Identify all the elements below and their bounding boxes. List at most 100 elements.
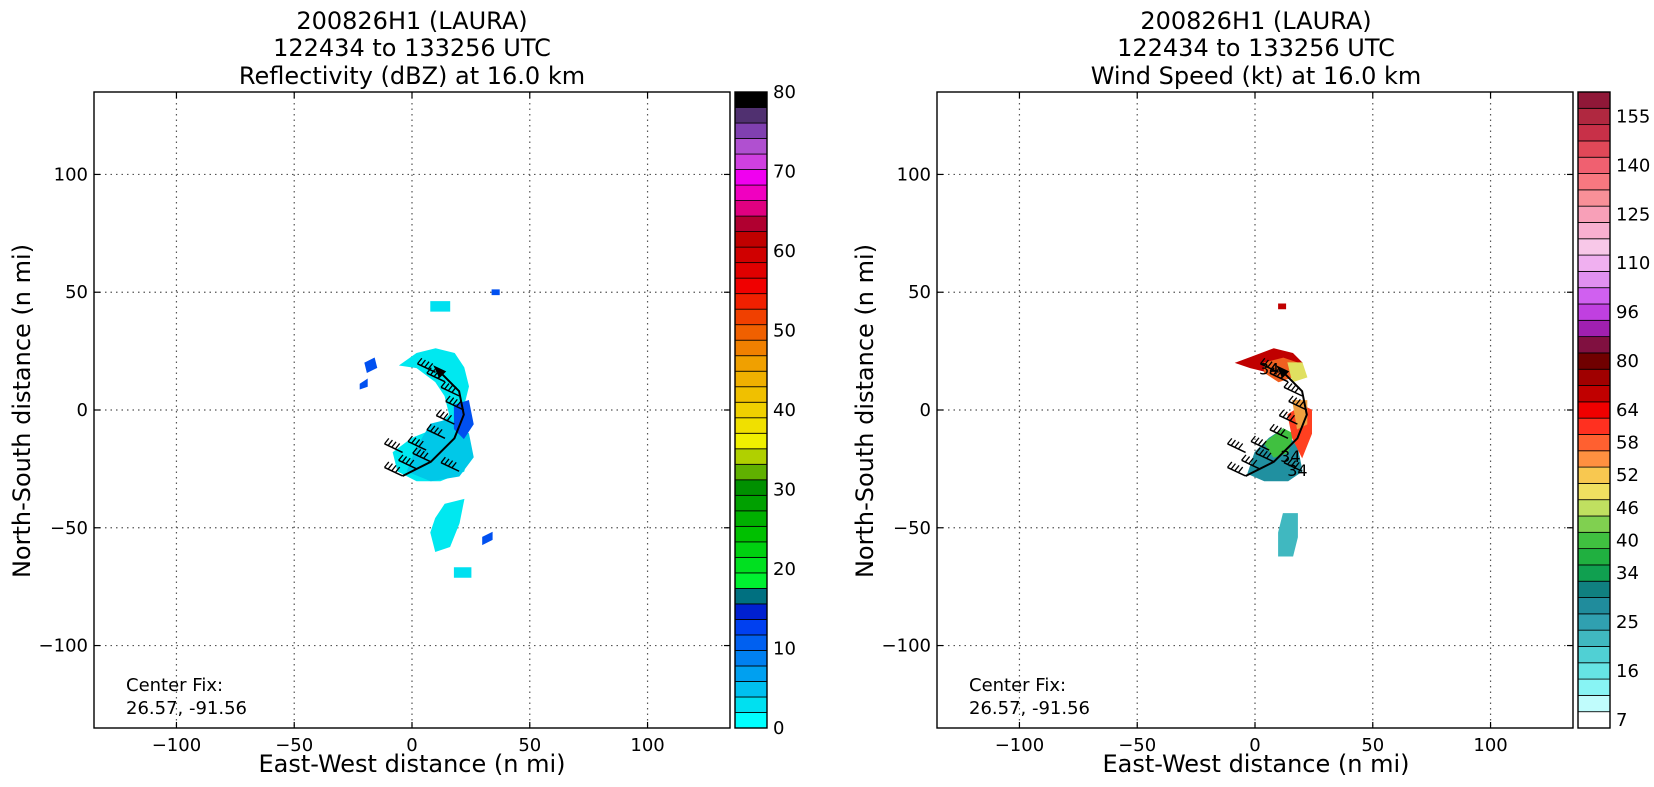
- panel1-colorbar-tick-label-0: 0: [773, 718, 784, 739]
- panel1-wind-barb-shaft-1: [398, 459, 418, 470]
- panel2-title-line2: 122434 to 133256 UTC: [1117, 34, 1395, 62]
- panel2-colorbar-bin-31: [1577, 205, 1611, 223]
- panel2-colorbar-bin-30: [1577, 222, 1611, 240]
- panel2-wind-barb-flag-7-1: [1291, 397, 1298, 404]
- panel2-y-tick-label-0: −100: [882, 636, 931, 657]
- panel2-wind-barb-flag-6-3: [1289, 414, 1296, 422]
- panel2-wind-barb-flag-5-0: [1269, 423, 1275, 431]
- panel1-wind-barb-flag-0-1: [387, 463, 393, 470]
- panel2-echo-region-8: [1278, 303, 1287, 310]
- panel1-title-line3: Reflectivity (dBZ) at 16.0 km: [239, 62, 585, 90]
- panel1-wind-barb-flag-1-1: [401, 456, 408, 463]
- panel1-wind-barb-flag-3-1: [387, 439, 393, 446]
- panel2-track-arrow: [1276, 365, 1290, 379]
- panel2-colorbar-bin-5: [1577, 629, 1611, 647]
- panel1-y-tick-label-4: 100: [54, 164, 88, 185]
- panel2-colorbar-frame: [1577, 91, 1611, 729]
- panel1-x-axis-label: East-West distance (n mi): [258, 750, 565, 778]
- panel2-wind-barb-flag-11-3: [1294, 461, 1300, 469]
- panel2-colorbar-bin-37: [1577, 107, 1611, 126]
- panel1-wind-barb-shaft-10: [417, 363, 436, 373]
- panel2-wind-barb-shaft-11: [1283, 462, 1303, 472]
- panel1-colorbar-bin-31: [734, 231, 768, 248]
- panel1-wind-barb-flag-2-3: [423, 452, 429, 459]
- panel2-wind-barb-11: [1283, 456, 1303, 472]
- panel1-colorbar-bin-6: [734, 619, 768, 636]
- panel1-wind-barb-9: [426, 367, 446, 383]
- panel2-wind-barb-shaft-2: [1255, 452, 1275, 463]
- panel1-wind-barb-flag-4-0: [407, 435, 413, 442]
- panel2-wind-barb-shaft-0: [1227, 466, 1246, 477]
- panel2-wind-barb-flag-4-2: [1257, 439, 1264, 446]
- panel1-colorbar-bin-21: [734, 386, 768, 403]
- panel2-contour-label-2: 34: [1287, 461, 1307, 480]
- panel1-wind-barb-4: [407, 435, 427, 451]
- panel1-colorbar-bin-38: [734, 122, 768, 139]
- panel2-wind-barb-flag-3-1: [1230, 439, 1236, 446]
- panel1-plot-area: −100 −50 0 50 100 −100 −50 0 50 100: [39, 91, 731, 756]
- panel2-colorbar-bin-4: [1577, 646, 1611, 664]
- panel2-wind-barb-flag-2-2: [1262, 450, 1268, 458]
- panel1-wind-barb-flag-1-0: [398, 454, 404, 461]
- panel1-wind-barb-8: [440, 381, 460, 397]
- panel2-colorbar-bin-22: [1577, 352, 1611, 370]
- panel2-colorbar-tick-label-4: 40: [1616, 530, 1639, 551]
- panel1-colorbar-bin-25: [734, 324, 768, 341]
- panel2-wind-barb-flag-11-1: [1287, 458, 1293, 465]
- panel1-wind-barb-flag-6-2: [443, 413, 449, 420]
- panel2-wind-barb-4: [1250, 435, 1270, 451]
- panel1-colorbar-bin-20: [734, 401, 768, 419]
- panel1-colorbar-bin-7: [734, 603, 768, 620]
- panel2-x-tick-label-1: −50: [1118, 735, 1156, 756]
- panel1-wind-barb-flag-7-1: [448, 397, 455, 404]
- panel1-colorbar-bin-39: [734, 107, 768, 124]
- panel2-colorbar-bin-35: [1577, 140, 1611, 158]
- panel2-wind-barb-flag-1-2: [1248, 457, 1254, 465]
- panel2-colorbar-tick-label-6: 52: [1616, 465, 1639, 486]
- panel2-colorbar-tick-label-14: 155: [1616, 106, 1650, 127]
- panel1-colorbar-bin-34: [734, 184, 768, 201]
- panel1-wind-barb-flag-1-3: [408, 459, 415, 466]
- panel1-wind-barb-shaft-5: [426, 429, 446, 439]
- panel2-colorbar-bin-14: [1577, 482, 1611, 501]
- panel2-wind-barb-flag-3-2: [1234, 441, 1240, 448]
- panel2-wind-barb-flag-2-3: [1266, 452, 1272, 459]
- panel1-wind-barb-flag-3-2: [391, 441, 397, 448]
- panel1-colorbar-bin-24: [734, 339, 768, 357]
- panel2-wind-barb-shaft-8: [1283, 386, 1303, 397]
- panel2-wind-barb-flag-8-2: [1290, 384, 1297, 392]
- panel2-colorbar-bin-27: [1577, 270, 1611, 289]
- panel1-wind-barb-flag-9-1: [430, 369, 436, 376]
- panel1-wind-barb-flag-2-2: [419, 450, 425, 458]
- panel2-wind-barb-flag-6-0: [1278, 409, 1285, 416]
- panel2-wind-barb-shaft-3: [1227, 443, 1246, 454]
- panel2-colorbar-bin-15: [1577, 466, 1611, 484]
- panel2-wind-barb-flag-10-2: [1267, 361, 1273, 368]
- panel2-wind-barb-flag-5-1: [1273, 425, 1279, 432]
- panel2-wind-barb-flag-3-3: [1237, 443, 1244, 450]
- panel2-colorbar-bin-20: [1577, 385, 1611, 403]
- panel2-plot-frame: [936, 91, 1574, 729]
- panel2-colorbar-bin-26: [1577, 287, 1611, 305]
- panel2-wind-barb-flag-5-2: [1276, 427, 1282, 434]
- panel2-x-axis-label: East-West distance (n mi): [1102, 750, 1409, 778]
- panel1-colorbar-bin-15: [734, 479, 768, 496]
- panel2-colorbar-bin-13: [1577, 499, 1611, 517]
- panel1-wind-barb-10: [416, 357, 436, 373]
- panel2-wind-barb-flag-10-0: [1259, 357, 1266, 365]
- panel2-contour-label-0: 34: [1259, 360, 1279, 379]
- panel1-wind-barb-flag-7-2: [452, 398, 458, 406]
- panel1-wind-barb-3: [383, 437, 403, 454]
- panel1-wind-barb-flag-8-3: [451, 386, 457, 393]
- panel2-colorbar-bin-28: [1577, 254, 1611, 272]
- panel2-wind-barb-flag-10-1: [1263, 359, 1269, 366]
- panel2-colorbar-bin-32: [1577, 189, 1611, 207]
- panel1-wind-barb-shaft-0: [384, 466, 403, 477]
- panel1-echo-regions: [359, 289, 500, 578]
- panel2-colorbar-bin-9: [1577, 564, 1611, 582]
- panel2-wind-barb-flag-7-0: [1288, 395, 1294, 402]
- panel2-y-tick-label-2: 0: [920, 400, 931, 421]
- panel1-wind-barb-flag-0-2: [391, 464, 397, 472]
- panel1-plot-frame: [93, 91, 731, 729]
